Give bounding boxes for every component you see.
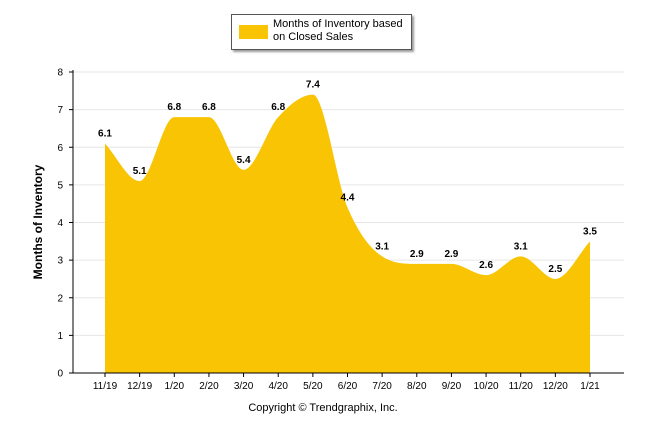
data-labels: 6.1 5.1 6.8 6.8 5.4 6.8 7.4 4.4 3.1 2.9 2.9 2.6 3.1 2… <box>98 80 597 275</box>
x-tick-label: 12/19 <box>127 381 152 392</box>
data-label: 6.8 <box>202 102 216 113</box>
x-axis-ticks: 11/19 12/19 1/20 2/20 3/20 4/20 5/20 6/20 7/20 8/… <box>93 373 600 392</box>
data-label: 5.1 <box>133 166 147 177</box>
data-label: 6.8 <box>167 102 181 113</box>
y-tick-label: 6 <box>57 143 63 154</box>
legend-swatch <box>239 25 268 39</box>
x-tick-label: 1/21 <box>580 381 600 392</box>
data-label: 6.1 <box>98 128 112 139</box>
x-tick-label: 7/20 <box>372 381 392 392</box>
data-label: 5.4 <box>237 155 251 166</box>
x-tick-label: 10/20 <box>474 381 499 392</box>
axes <box>72 70 624 374</box>
y-tick-label: 0 <box>57 369 63 380</box>
x-tick-label: 12/20 <box>543 381 568 392</box>
y-tick-label: 8 <box>57 68 63 79</box>
area-series <box>105 94 590 373</box>
x-tick-label: 11/19 <box>93 381 118 392</box>
data-label: 3.5 <box>583 226 597 237</box>
data-label: 2.9 <box>444 249 458 260</box>
x-tick-label: 2/20 <box>199 381 219 392</box>
data-label: 6.8 <box>271 102 285 113</box>
x-tick-label: 6/20 <box>338 381 358 392</box>
y-tick-label: 4 <box>57 218 63 229</box>
x-tick-label: 8/20 <box>407 381 427 392</box>
x-tick-label: 5/20 <box>303 381 323 392</box>
y-axis-ticks: 0 1 2 3 4 5 6 7 8 <box>57 68 73 380</box>
y-tick-label: 5 <box>57 180 63 191</box>
legend-label: Months of Inventory based on Closed Sale… <box>273 18 403 43</box>
data-label: 2.5 <box>548 264 562 275</box>
data-label: 2.6 <box>479 260 493 271</box>
data-label: 4.4 <box>341 192 355 203</box>
y-tick-label: 3 <box>57 256 63 267</box>
legend: Months of Inventory based on Closed Sale… <box>231 14 412 50</box>
y-tick-label: 1 <box>57 331 63 342</box>
copyright-text: Copyright © Trendgraphix, Inc. <box>248 402 398 414</box>
x-tick-label: 9/20 <box>442 381 462 392</box>
y-axis-title: Months of Inventory <box>31 164 45 279</box>
x-tick-label: 11/20 <box>509 381 534 392</box>
x-tick-label: 3/20 <box>234 381 254 392</box>
y-tick-label: 2 <box>57 293 63 304</box>
x-tick-label: 1/20 <box>165 381 185 392</box>
data-label: 2.9 <box>410 249 424 260</box>
data-label: 7.4 <box>306 80 320 91</box>
data-label: 3.1 <box>514 241 528 252</box>
y-tick-label: 7 <box>57 105 63 116</box>
data-label: 3.1 <box>375 241 389 252</box>
x-tick-label: 4/20 <box>268 381 288 392</box>
